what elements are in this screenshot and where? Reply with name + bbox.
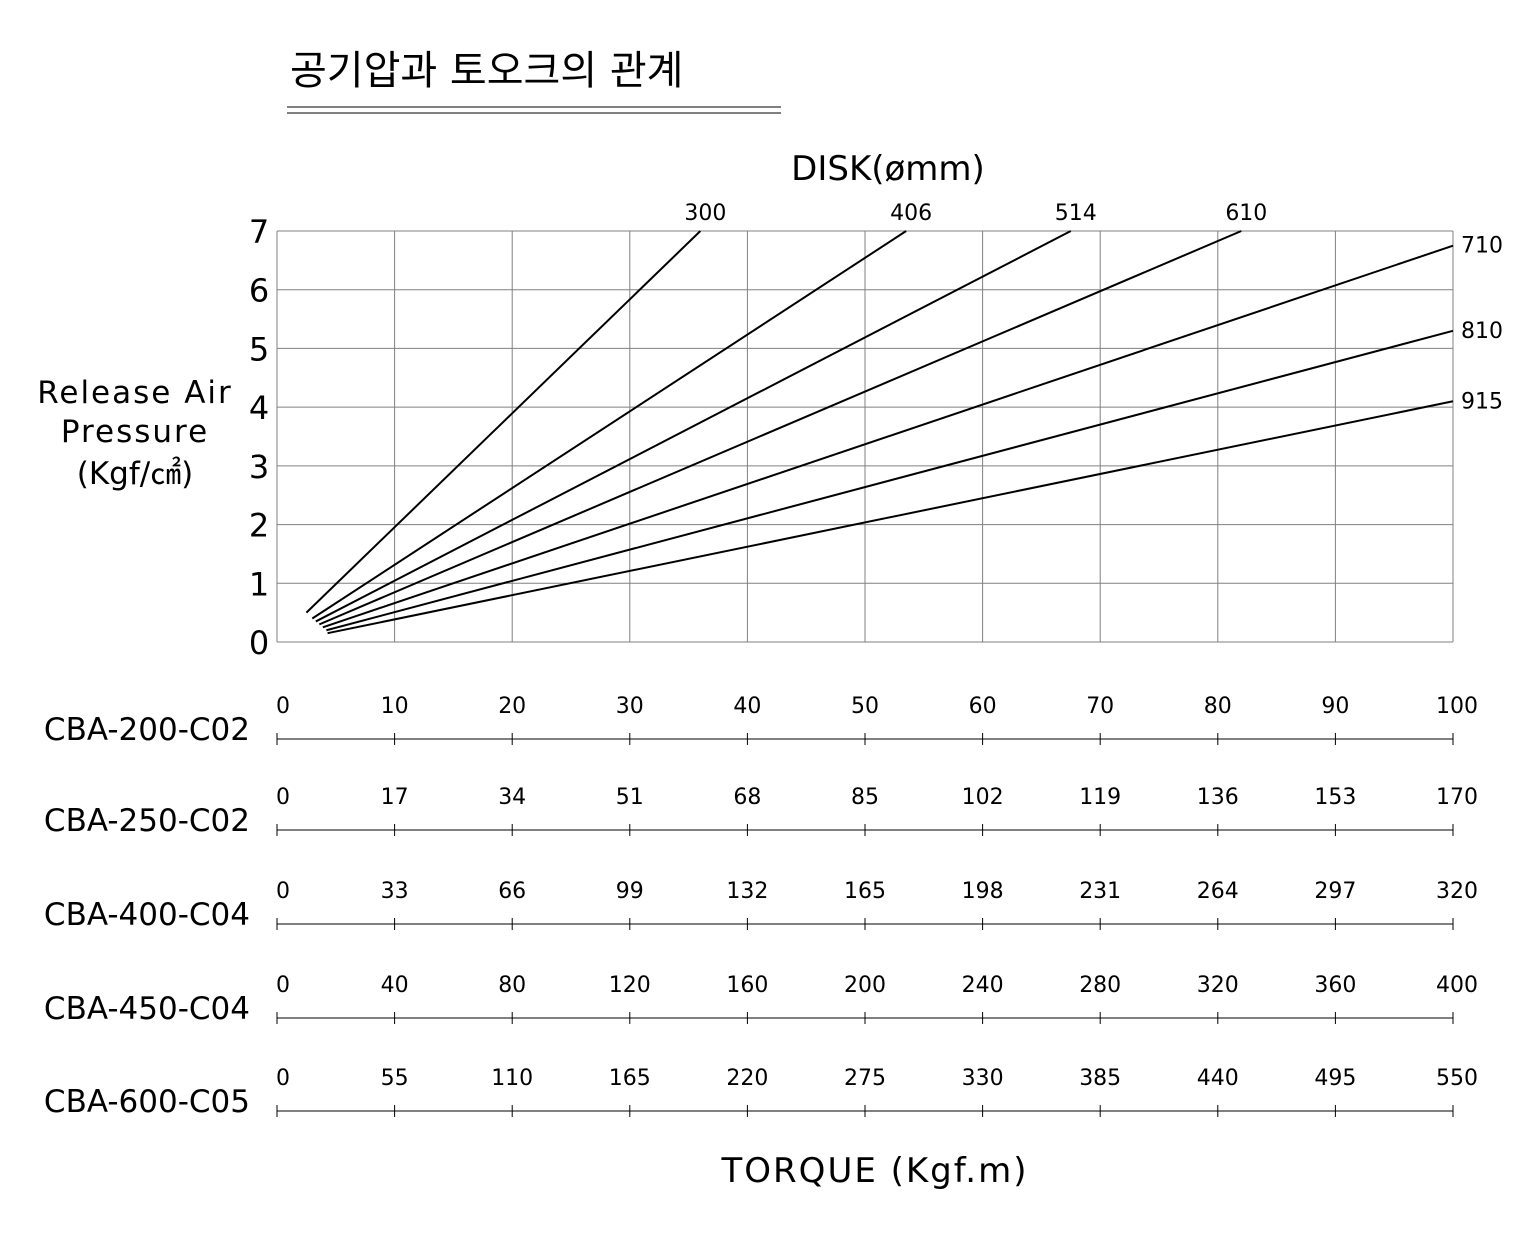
torque-tick-label: 100 bbox=[1436, 694, 1478, 719]
torque-tick-label: 34 bbox=[498, 785, 526, 810]
y-tick-label: 6 bbox=[249, 272, 269, 310]
model-label: CBA-400-C04 bbox=[44, 897, 250, 933]
series-line-810 bbox=[326, 329, 1454, 632]
ylabel-line-1: Release Air bbox=[37, 375, 233, 411]
torque-tick-label: 80 bbox=[1204, 694, 1232, 719]
torque-tick-label: 330 bbox=[962, 1066, 1004, 1091]
torque-tick-label: 495 bbox=[1314, 1066, 1356, 1091]
torque-tick-label: 10 bbox=[381, 694, 409, 719]
model-label: CBA-450-C04 bbox=[44, 991, 250, 1027]
torque-tick-label: 0 bbox=[276, 694, 290, 719]
torque-tick-label: 51 bbox=[616, 785, 644, 810]
torque-tick-label: 0 bbox=[276, 1066, 290, 1091]
y-tick-label: 2 bbox=[249, 507, 269, 545]
torque-tick-label: 120 bbox=[609, 973, 651, 998]
torque-tick-label: 275 bbox=[844, 1066, 886, 1091]
torque-tick-label: 231 bbox=[1079, 879, 1121, 904]
torque-tick-label: 440 bbox=[1197, 1066, 1239, 1091]
torque-tick-label: 198 bbox=[962, 879, 1004, 904]
series-line-406 bbox=[311, 230, 907, 620]
torque-tick-label: 153 bbox=[1314, 785, 1356, 810]
torque-tick-label: 55 bbox=[381, 1066, 409, 1091]
torque-tick-label: 136 bbox=[1197, 785, 1239, 810]
disk-label: DISK(ømm) bbox=[791, 149, 985, 189]
torque-tick-label: 0 bbox=[276, 973, 290, 998]
torque-tick-label: 165 bbox=[609, 1066, 651, 1091]
chart-title: 공기압과 토오크의 관계 bbox=[290, 48, 683, 94]
torque-tick-label: 400 bbox=[1436, 973, 1478, 998]
torque-tick-label: 50 bbox=[851, 694, 879, 719]
torque-tick-label: 110 bbox=[491, 1066, 533, 1091]
ylabel-line-3: (Kgf/㎠) bbox=[77, 456, 194, 492]
torque-tick-label: 170 bbox=[1436, 785, 1478, 810]
torque-tick-label: 80 bbox=[498, 973, 526, 998]
model-label: CBA-250-C02 bbox=[44, 803, 250, 839]
series-line-610 bbox=[318, 230, 1242, 626]
y-tick-label: 7 bbox=[249, 213, 269, 251]
torque-tick-label: 85 bbox=[851, 785, 879, 810]
torque-tick-label: 200 bbox=[844, 973, 886, 998]
torque-tick-label: 60 bbox=[969, 694, 997, 719]
series-line-300 bbox=[305, 230, 702, 614]
torque-tick-label: 385 bbox=[1079, 1066, 1121, 1091]
torque-tick-label: 280 bbox=[1079, 973, 1121, 998]
y-tick-label: 5 bbox=[249, 330, 269, 368]
series-label-300: 300 bbox=[684, 201, 726, 226]
xlabel: TORQUE (Kgf.m) bbox=[721, 1151, 1029, 1191]
torque-tick-label: 165 bbox=[844, 879, 886, 904]
torque-tick-label: 160 bbox=[726, 973, 768, 998]
series-label-610: 610 bbox=[1225, 201, 1267, 226]
torque-tick-label: 360 bbox=[1314, 973, 1356, 998]
series-line-915 bbox=[327, 400, 1454, 635]
torque-tick-label: 0 bbox=[276, 879, 290, 904]
torque-tick-label: 320 bbox=[1197, 973, 1239, 998]
torque-tick-label: 17 bbox=[381, 785, 409, 810]
series-label-710: 710 bbox=[1461, 234, 1503, 259]
torque-tick-label: 320 bbox=[1436, 879, 1478, 904]
torque-tick-label: 66 bbox=[498, 879, 526, 904]
torque-tick-label: 0 bbox=[276, 785, 290, 810]
torque-tick-label: 33 bbox=[381, 879, 409, 904]
series-label-514: 514 bbox=[1055, 201, 1097, 226]
torque-tick-label: 70 bbox=[1086, 694, 1114, 719]
torque-tick-label: 40 bbox=[381, 973, 409, 998]
torque-tick-label: 102 bbox=[962, 785, 1004, 810]
torque-tick-label: 119 bbox=[1079, 785, 1121, 810]
series-label-915: 915 bbox=[1461, 389, 1503, 414]
torque-tick-label: 40 bbox=[733, 694, 761, 719]
torque-tick-label: 240 bbox=[962, 973, 1004, 998]
model-label: CBA-600-C05 bbox=[44, 1084, 250, 1120]
series-line-710 bbox=[322, 244, 1454, 629]
torque-tick-label: 297 bbox=[1314, 879, 1356, 904]
torque-tick-label: 68 bbox=[733, 785, 761, 810]
series-line-514 bbox=[315, 230, 1072, 623]
torque-tick-label: 550 bbox=[1436, 1066, 1478, 1091]
torque-tick-label: 30 bbox=[616, 694, 644, 719]
torque-tick-label: 264 bbox=[1197, 879, 1239, 904]
y-tick-label: 4 bbox=[249, 389, 269, 427]
torque-tick-label: 220 bbox=[726, 1066, 768, 1091]
series-label-810: 810 bbox=[1461, 319, 1503, 344]
torque-tick-label: 99 bbox=[616, 879, 644, 904]
torque-tick-label: 90 bbox=[1321, 694, 1349, 719]
model-label: CBA-200-C02 bbox=[44, 712, 250, 748]
torque-tick-label: 132 bbox=[726, 879, 768, 904]
y-tick-label: 1 bbox=[249, 565, 269, 603]
y-tick-label: 3 bbox=[249, 448, 269, 486]
ylabel-line-2: Pressure bbox=[61, 414, 209, 450]
series-label-406: 406 bbox=[890, 201, 932, 226]
y-tick-label: 0 bbox=[249, 624, 269, 662]
torque-tick-label: 20 bbox=[498, 694, 526, 719]
